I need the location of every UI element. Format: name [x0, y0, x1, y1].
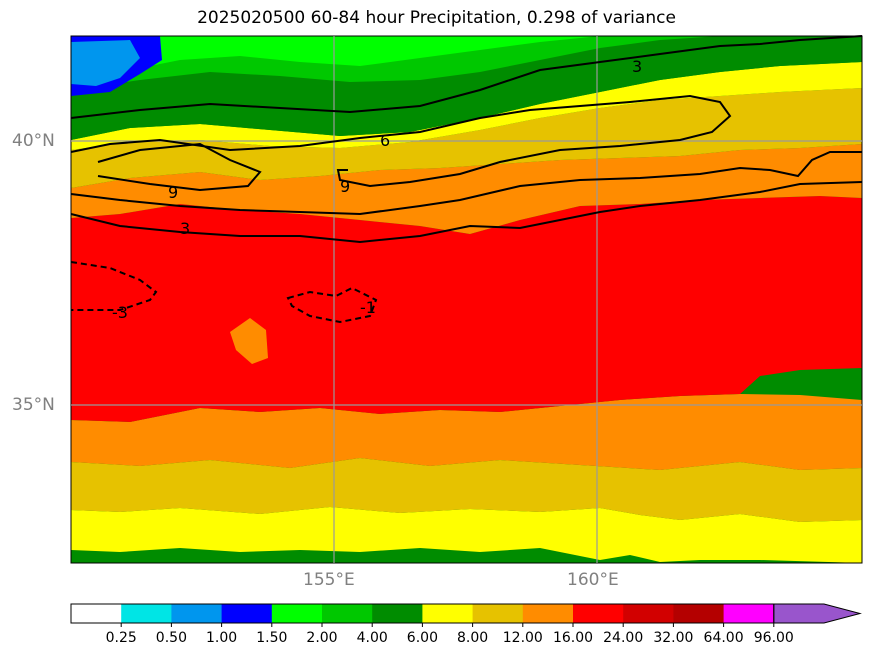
colorbar-tick-label: 64.00 [703, 630, 744, 646]
contour-label: 3 [632, 57, 642, 76]
colorbar-tick-label: 0.50 [155, 630, 187, 646]
colorbar-segment [271, 604, 323, 623]
lon-label-160e: 160°E [567, 570, 619, 590]
colorbar-segment [322, 604, 373, 623]
colorbar-segment [472, 604, 524, 623]
colorbar-tick-label: 24.00 [603, 630, 644, 646]
band-red [71, 196, 862, 422]
map-frame [70, 35, 863, 564]
colorbar-segment [522, 604, 574, 623]
colorbar-segment [723, 604, 775, 623]
band-yellow-south [71, 507, 862, 563]
lat-label-40n: 40°N [12, 131, 55, 151]
band-darkgreen-north [71, 38, 862, 140]
colorbar-segment [71, 604, 122, 623]
contour-label: 3 [180, 219, 190, 238]
contour-label: 9 [168, 183, 178, 202]
colorbar-tick-label: 4.00 [356, 630, 388, 646]
colorbar-segment [573, 604, 624, 623]
contour-label: 9 [340, 177, 350, 196]
colorbar-tick-label: 1.50 [256, 630, 288, 646]
map-title: 2025020500 60-84 hour Precipitation, 0.2… [197, 8, 676, 28]
band-orange-south [71, 394, 862, 470]
colorbar-tick-label: 12.00 [502, 630, 543, 646]
colorbar-segment [372, 604, 423, 623]
colorbar-tick-label: 32.00 [653, 630, 694, 646]
colorbar-tick-label: 2.00 [306, 630, 338, 646]
band-gold-north [71, 88, 862, 188]
colorbar-segment [121, 604, 172, 623]
colorbar-tick-label: 96.00 [753, 630, 794, 646]
variance-contours [70, 35, 863, 324]
colorbar-tick-label: 16.00 [552, 630, 594, 646]
colorbar-tick-label: 8.00 [457, 630, 489, 646]
colorbar-tick-label: 6.00 [406, 630, 438, 646]
colorbar-tick-label: 0.25 [105, 630, 137, 646]
graticule [71, 36, 862, 563]
band-gold-south [71, 458, 862, 522]
contour-label: -1 [360, 298, 376, 317]
contour-label-group: 3 6 9 3 9 -3 -1 [112, 57, 642, 322]
colorbar-tick-label: 1.00 [206, 630, 238, 646]
colorbar-segment [221, 604, 273, 623]
colorbar-segment [171, 604, 223, 623]
contour-label: 6 [380, 131, 390, 150]
band-yellow-north [71, 62, 862, 150]
colorbar-segment [422, 604, 474, 623]
contour-label: -3 [112, 303, 128, 322]
colorbar-segment [673, 604, 725, 623]
colorbar-segment [623, 604, 674, 623]
lon-label-155e: 155°E [303, 570, 355, 590]
colorbar-extend-arrow [773, 603, 862, 624]
lat-label-35n: 35°N [12, 395, 55, 415]
